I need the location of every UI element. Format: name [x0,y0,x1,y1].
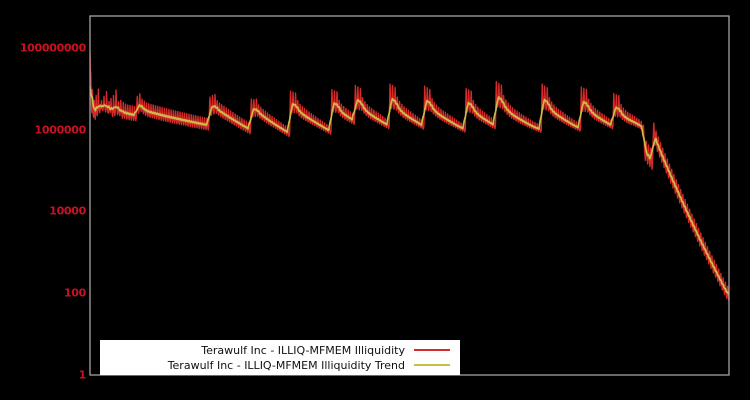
legend-color-swatch [414,349,450,351]
legend-color-swatch [414,364,450,366]
y-axis-tick-label: 1000000 [34,123,87,137]
plot-frame [89,15,730,376]
legend-item: Terawulf Inc - ILLIQ-MFMEM Illiquidity [100,343,454,358]
y-axis-tick-label: 100 [63,286,86,300]
y-axis-tick-label: 100000000 [19,41,86,55]
legend-label: Terawulf Inc - ILLIQ-MFMEM Illiquidity T… [167,358,405,372]
chart-legend: Terawulf Inc - ILLIQ-MFMEM Illiquidity T… [100,340,460,375]
legend-item: Terawulf Inc - ILLIQ-MFMEM Illiquidity T… [100,358,454,373]
y-axis-tick-label: 10000 [49,204,86,218]
legend-label: Terawulf Inc - ILLIQ-MFMEM Illiquidity [201,343,405,357]
series-layer [90,52,729,301]
series-line-illiquidity-trend [90,86,729,296]
plot-background [90,16,729,375]
y-axis-tick-label: 1 [78,368,87,382]
